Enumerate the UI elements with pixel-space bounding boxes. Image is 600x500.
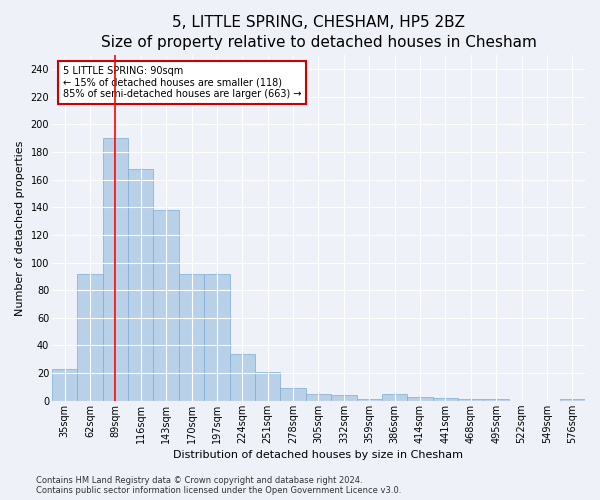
Bar: [255, 372, 280, 401]
Bar: [560, 400, 585, 401]
Bar: [204, 274, 230, 401]
Bar: [179, 274, 204, 401]
Title: 5, LITTLE SPRING, CHESHAM, HP5 2BZ
Size of property relative to detached houses : 5, LITTLE SPRING, CHESHAM, HP5 2BZ Size …: [101, 15, 536, 50]
Text: Contains HM Land Registry data © Crown copyright and database right 2024.
Contai: Contains HM Land Registry data © Crown c…: [36, 476, 401, 495]
Bar: [356, 400, 382, 401]
Bar: [484, 400, 509, 401]
Bar: [154, 210, 179, 401]
Text: 5 LITTLE SPRING: 90sqm
← 15% of detached houses are smaller (118)
85% of semi-de: 5 LITTLE SPRING: 90sqm ← 15% of detached…: [62, 66, 301, 98]
Bar: [230, 354, 255, 401]
Bar: [280, 388, 306, 401]
Bar: [458, 400, 484, 401]
Bar: [331, 395, 356, 401]
Bar: [77, 274, 103, 401]
Bar: [306, 394, 331, 401]
Bar: [433, 398, 458, 401]
Bar: [407, 396, 433, 401]
Bar: [382, 394, 407, 401]
X-axis label: Distribution of detached houses by size in Chesham: Distribution of detached houses by size …: [173, 450, 463, 460]
Bar: [103, 138, 128, 401]
Bar: [128, 168, 154, 401]
Bar: [52, 369, 77, 401]
Y-axis label: Number of detached properties: Number of detached properties: [15, 140, 25, 316]
